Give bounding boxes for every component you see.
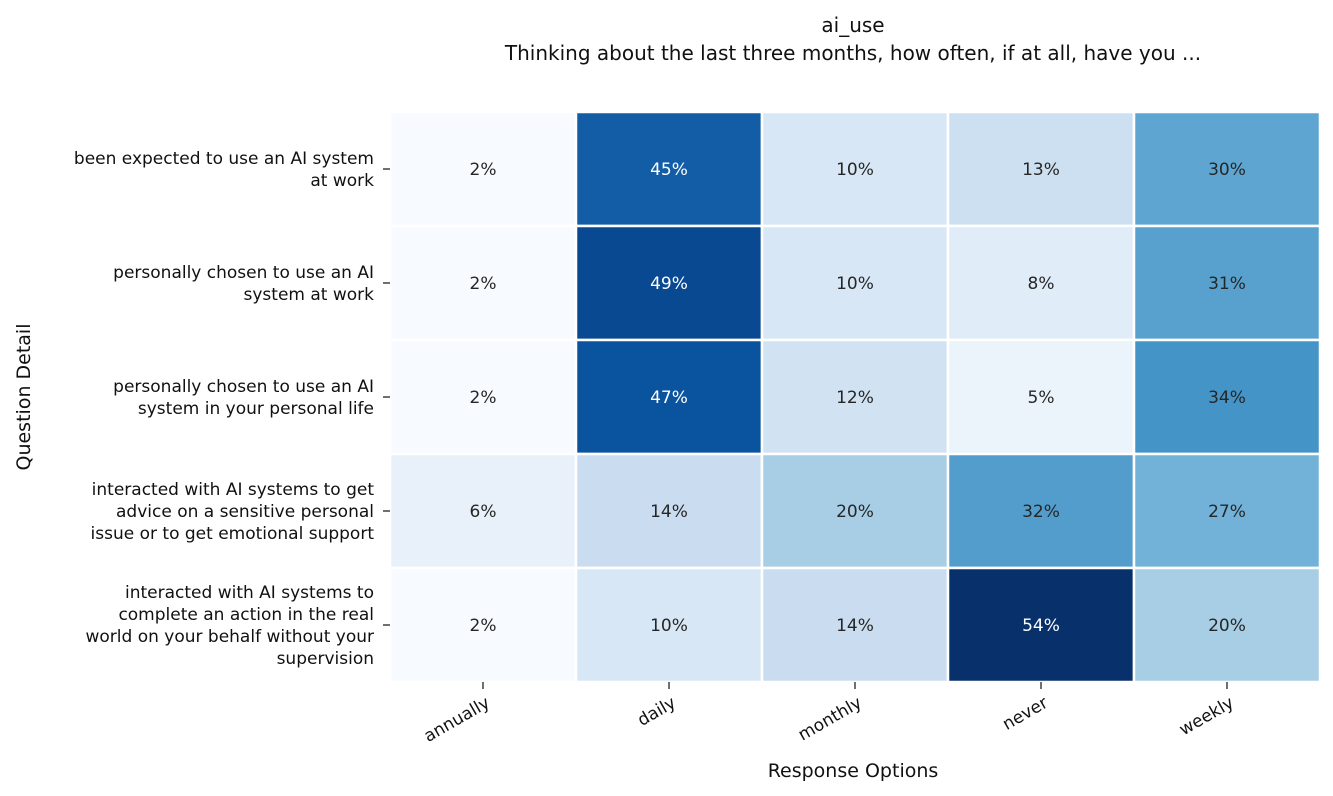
- cell-value-label: 5%: [1028, 388, 1055, 408]
- heatmap-cell: [574, 338, 764, 456]
- heatmap-cell: [1132, 224, 1322, 342]
- heatmap-cell: [1132, 566, 1322, 684]
- x-tick-label: never: [999, 693, 1051, 735]
- y-tick-label: personally chosen to use an AI system at …: [113, 263, 374, 305]
- cell-value-label: 8%: [1028, 274, 1055, 294]
- x-tick-label: monthly: [795, 693, 866, 745]
- cell-value-label: 2%: [470, 160, 497, 180]
- cell-value-label: 20%: [836, 502, 874, 522]
- cell-value-label: 13%: [1022, 160, 1060, 180]
- cell-value-label: 34%: [1208, 388, 1246, 408]
- cell-value-label: 30%: [1208, 160, 1246, 180]
- cell-value-label: 14%: [650, 502, 688, 522]
- y-tick-label: interacted with AI systems to complete an…: [85, 583, 374, 669]
- cell-value-label: 10%: [650, 616, 688, 636]
- cell-value-label: 45%: [650, 160, 688, 180]
- heatmap-cell: [760, 566, 950, 684]
- cell-value-label: 10%: [836, 160, 874, 180]
- cell-value-label: 31%: [1208, 274, 1246, 294]
- y-axis-ticks: been expected to use an AI system at work…: [74, 149, 390, 669]
- heatmap-cell: [760, 452, 950, 570]
- cell-value-label: 2%: [470, 274, 497, 294]
- cell-value-label: 14%: [836, 616, 874, 636]
- heatmap-cell: [946, 452, 1136, 570]
- heatmap-cell: [574, 110, 764, 228]
- y-axis-label: Question Detail: [13, 324, 35, 471]
- chart-subtitle: Thinking about the last three months, ho…: [504, 41, 1201, 65]
- x-tick-label: daily: [634, 693, 679, 731]
- cell-value-label: 20%: [1208, 616, 1246, 636]
- heatmap-cell-labels: 2% 45% 10% 13% 30% 2% 49% 10% 8% 31% 2% 47% 12% 5% 34%…: [470, 160, 1246, 636]
- x-tick-label: weekly: [1176, 693, 1237, 740]
- y-tick-label: been expected to use an AI system at work: [74, 149, 374, 191]
- x-axis-ticks: annually daily monthly never weekly: [421, 682, 1238, 747]
- cell-value-label: 6%: [470, 502, 497, 522]
- cell-value-label: 10%: [836, 274, 874, 294]
- heatmap-cell: [388, 110, 578, 228]
- heatmap-cell: [574, 566, 764, 684]
- heatmap-cell: [760, 110, 950, 228]
- cell-value-label: 2%: [470, 616, 497, 636]
- heatmap-cell: [946, 338, 1136, 456]
- y-tick-label: interacted with AI systems to get advice …: [91, 480, 375, 544]
- heatmap-cell: [760, 224, 950, 342]
- cell-value-label: 49%: [650, 274, 688, 294]
- x-axis-label: Response Options: [768, 760, 939, 782]
- cell-value-label: 32%: [1022, 502, 1060, 522]
- heatmap-cell: [1132, 452, 1322, 570]
- cell-value-label: 27%: [1208, 502, 1246, 522]
- chart-title: ai_use: [821, 13, 884, 37]
- cell-value-label: 54%: [1022, 616, 1060, 636]
- heatmap-cell: [388, 566, 578, 684]
- cell-value-label: 47%: [650, 388, 688, 408]
- cell-value-label: 12%: [836, 388, 874, 408]
- cell-value-label: 2%: [470, 388, 497, 408]
- x-tick-label: annually: [421, 693, 494, 747]
- heatmap-cells: [388, 110, 1322, 684]
- y-tick-label: personally chosen to use an AI system in …: [113, 377, 374, 419]
- heatmap-cell: [574, 452, 764, 570]
